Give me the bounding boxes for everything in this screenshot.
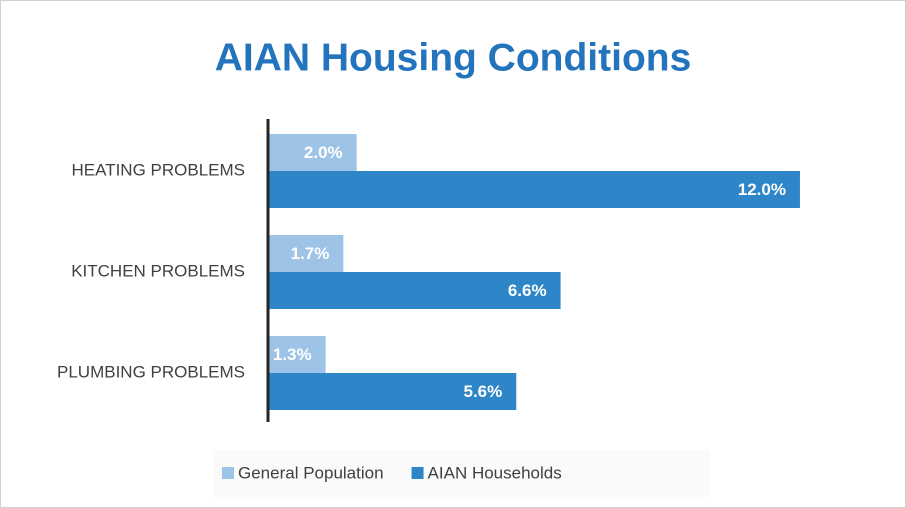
category-label: PLUMBING PROBLEMS [57,362,245,381]
chart-title: AIAN Housing Conditions [215,36,692,79]
category-label: KITCHEN PROBLEMS [71,261,245,280]
data-label: 12.0% [738,180,786,199]
data-label: 1.3% [273,345,312,364]
data-label: 5.6% [463,382,502,401]
bar [268,235,344,272]
legend-box [213,450,710,497]
bar [268,336,326,373]
data-label: 2.0% [304,143,343,162]
legend-label: General Population [238,463,384,482]
data-label: 6.6% [508,281,547,300]
legend-swatch [411,467,424,479]
legend-swatch [222,467,234,479]
bar [268,373,517,410]
legend-label: AIAN Households [428,463,562,482]
bar [268,272,561,309]
category-label: HEATING PROBLEMS [72,160,246,179]
bar [268,171,800,208]
bar [268,134,357,171]
data-label: 1.7% [291,244,330,263]
